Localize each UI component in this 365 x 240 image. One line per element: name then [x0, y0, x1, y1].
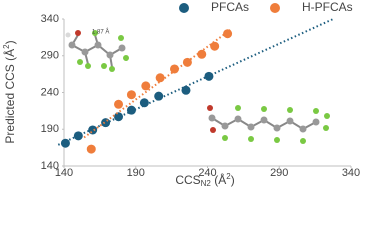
- y-axis-label: Predicted CCS (Å2): [2, 40, 17, 143]
- point: [114, 112, 124, 122]
- chart: 1.87 Å CCSN2 (Å2) Predicted CCS (Å2) 140…: [2, 0, 360, 188]
- y-tick-label: 240: [41, 86, 59, 98]
- point: [73, 131, 83, 141]
- point: [86, 144, 96, 154]
- point: [126, 90, 136, 100]
- point: [114, 99, 124, 109]
- point: [169, 64, 179, 74]
- molecule-illustration: [65, 30, 129, 72]
- x-tick-label: 240: [198, 167, 216, 179]
- molecule-illustration: [207, 105, 330, 144]
- legend-marker: [179, 3, 189, 13]
- x-tick-label: 190: [127, 167, 145, 179]
- point: [182, 57, 192, 67]
- y-tick-label: 140: [41, 160, 59, 172]
- point: [126, 105, 136, 115]
- point: [197, 49, 207, 59]
- trend-line: [83, 27, 233, 139]
- x-axis-label: CCSN2 (Å2): [175, 172, 234, 188]
- x-tick-label: 290: [270, 167, 288, 179]
- point: [101, 118, 111, 128]
- y-tick-label: 290: [41, 50, 59, 62]
- point: [223, 29, 233, 39]
- legend-label: H-PFCAs: [302, 0, 353, 14]
- point: [155, 73, 165, 83]
- point: [88, 125, 98, 135]
- legend-label: PFCAs: [211, 0, 249, 14]
- trend-line: [57, 18, 334, 146]
- y-tick-label: 190: [41, 123, 59, 135]
- point: [60, 138, 70, 148]
- point: [181, 85, 191, 95]
- point: [139, 98, 149, 108]
- point: [141, 81, 151, 91]
- point: [154, 91, 164, 101]
- x-tick-label: 140: [55, 167, 73, 179]
- point: [204, 71, 214, 81]
- legend-marker: [270, 3, 280, 13]
- annotation: 1.87 Å: [92, 29, 109, 36]
- x-tick-label: 340: [342, 167, 360, 179]
- point: [210, 41, 220, 51]
- y-tick-label: 340: [41, 13, 59, 25]
